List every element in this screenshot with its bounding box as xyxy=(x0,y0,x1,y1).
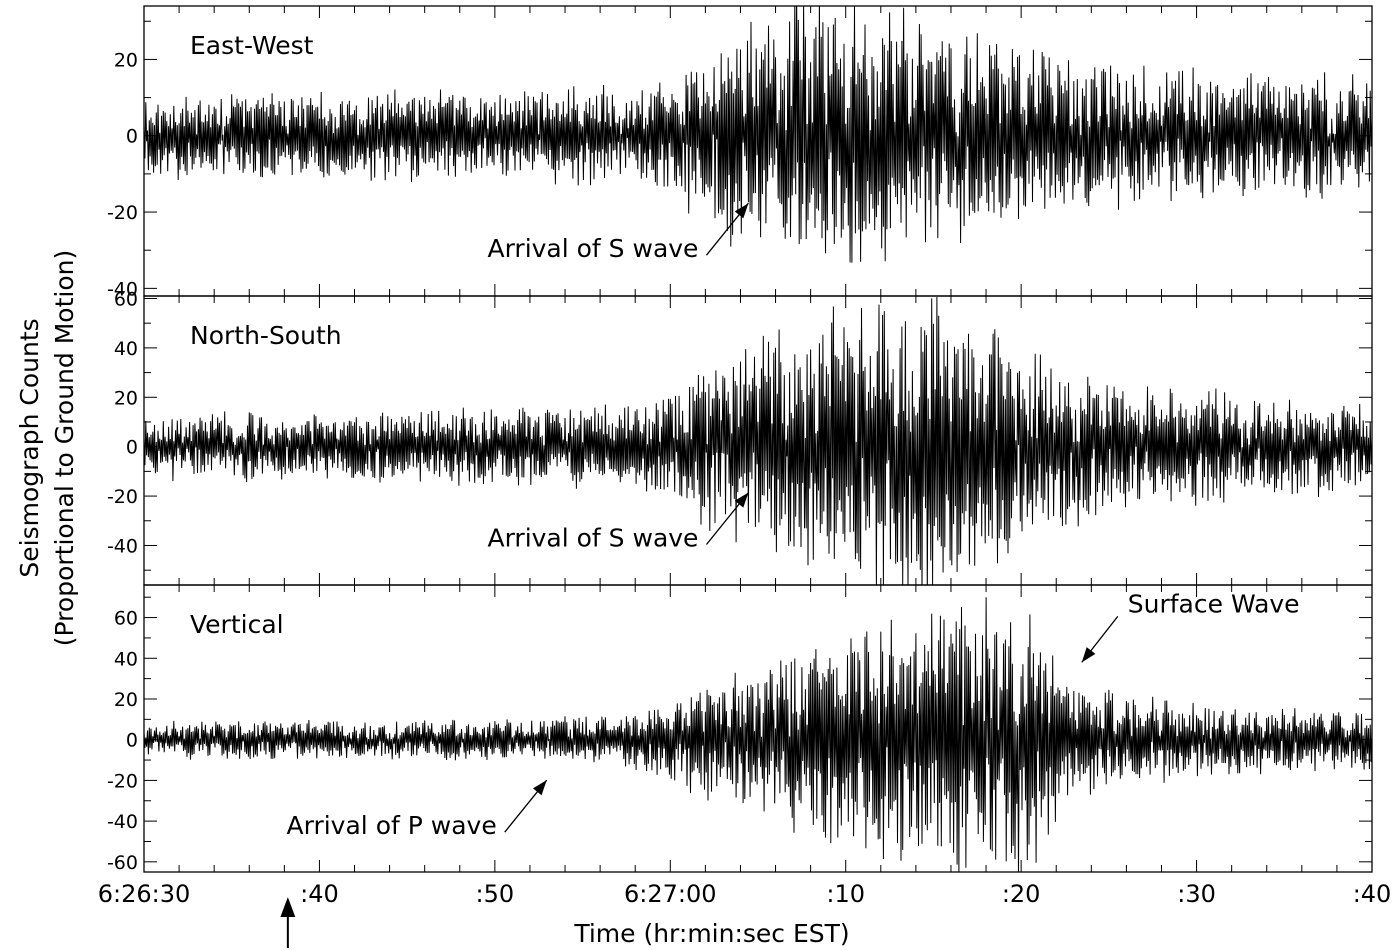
y-tick-label: 60 xyxy=(114,288,138,310)
panel-title: North-South xyxy=(190,321,342,350)
annotation-label: Arrival of S wave xyxy=(487,234,698,263)
y-tick-label: -20 xyxy=(107,202,138,224)
waveform-vertical xyxy=(144,597,1372,872)
x-tick-label: :10 xyxy=(826,880,865,908)
surface-wave-arrow-head xyxy=(1081,647,1096,663)
annotation-label: Arrival of P wave xyxy=(287,811,497,840)
panel-title: East-West xyxy=(190,31,314,60)
panels: 20 0 -20 -40 East-West Arrival of S wave 60 40 2… xyxy=(107,5,1373,874)
surface-wave-label: Surface Wave xyxy=(1128,589,1300,618)
y-tick-label: -20 xyxy=(107,770,138,792)
y-tick-label: 0 xyxy=(126,730,138,752)
y-tick-label: 40 xyxy=(114,648,138,670)
y-tick-label: -40 xyxy=(107,278,138,300)
x-tick-label: 6:27:00 xyxy=(624,880,717,908)
x-tick-label: :20 xyxy=(1002,880,1041,908)
annotation-label: Arrival of S wave xyxy=(487,524,698,553)
annotation-arrow-head xyxy=(533,780,547,796)
bottom-marker-arrow xyxy=(280,897,296,948)
x-tick-label: :40 xyxy=(300,880,339,908)
x-axis: 6:26:30 :40 :50 6:27:00 :10 :20 :30 :40 xyxy=(98,880,1392,908)
annotation-arrow-head xyxy=(734,492,749,508)
panel-title: Vertical xyxy=(190,610,284,639)
y-tick-label: 0 xyxy=(126,437,138,459)
panel-east-west: 20 0 -20 -40 East-West Arrival of S wave xyxy=(107,5,1373,300)
panel-north-south: 60 40 20 0 -20 -40 North-South Arrival of S wav… xyxy=(107,288,1373,586)
y-tick-label: 20 xyxy=(114,387,138,409)
x-tick-label: :50 xyxy=(476,880,515,908)
y-tick-label: 20 xyxy=(114,49,138,71)
panel-vertical: 60 40 20 0 -20 -40 -60 Vertical Arrival of P wav… xyxy=(107,584,1373,874)
y-axis-label-line2: (Proportional to Ground Motion) xyxy=(50,250,79,646)
annotation-arrow-head xyxy=(734,203,749,219)
y-tick-label: 0 xyxy=(126,126,138,148)
y-tick-label: -40 xyxy=(107,535,138,557)
y-tick-label: -60 xyxy=(107,852,138,874)
x-tick-label: :40 xyxy=(1353,880,1392,908)
y-tick-label: 60 xyxy=(114,608,138,630)
x-axis-label: Time (hr:min:sec EST) xyxy=(573,919,849,948)
x-tick-label: :30 xyxy=(1177,880,1216,908)
y-tick-label: 20 xyxy=(114,689,138,711)
waveform-north-south xyxy=(144,296,1372,585)
y-tick-label: -40 xyxy=(107,811,138,833)
waveform-east-west xyxy=(144,6,1372,263)
y-tick-label: -20 xyxy=(107,486,138,508)
y-tick-label: 40 xyxy=(114,338,138,360)
x-tick-label: 6:26:30 xyxy=(98,880,191,908)
y-axis-label-line1: Seismograph Counts xyxy=(15,318,44,577)
